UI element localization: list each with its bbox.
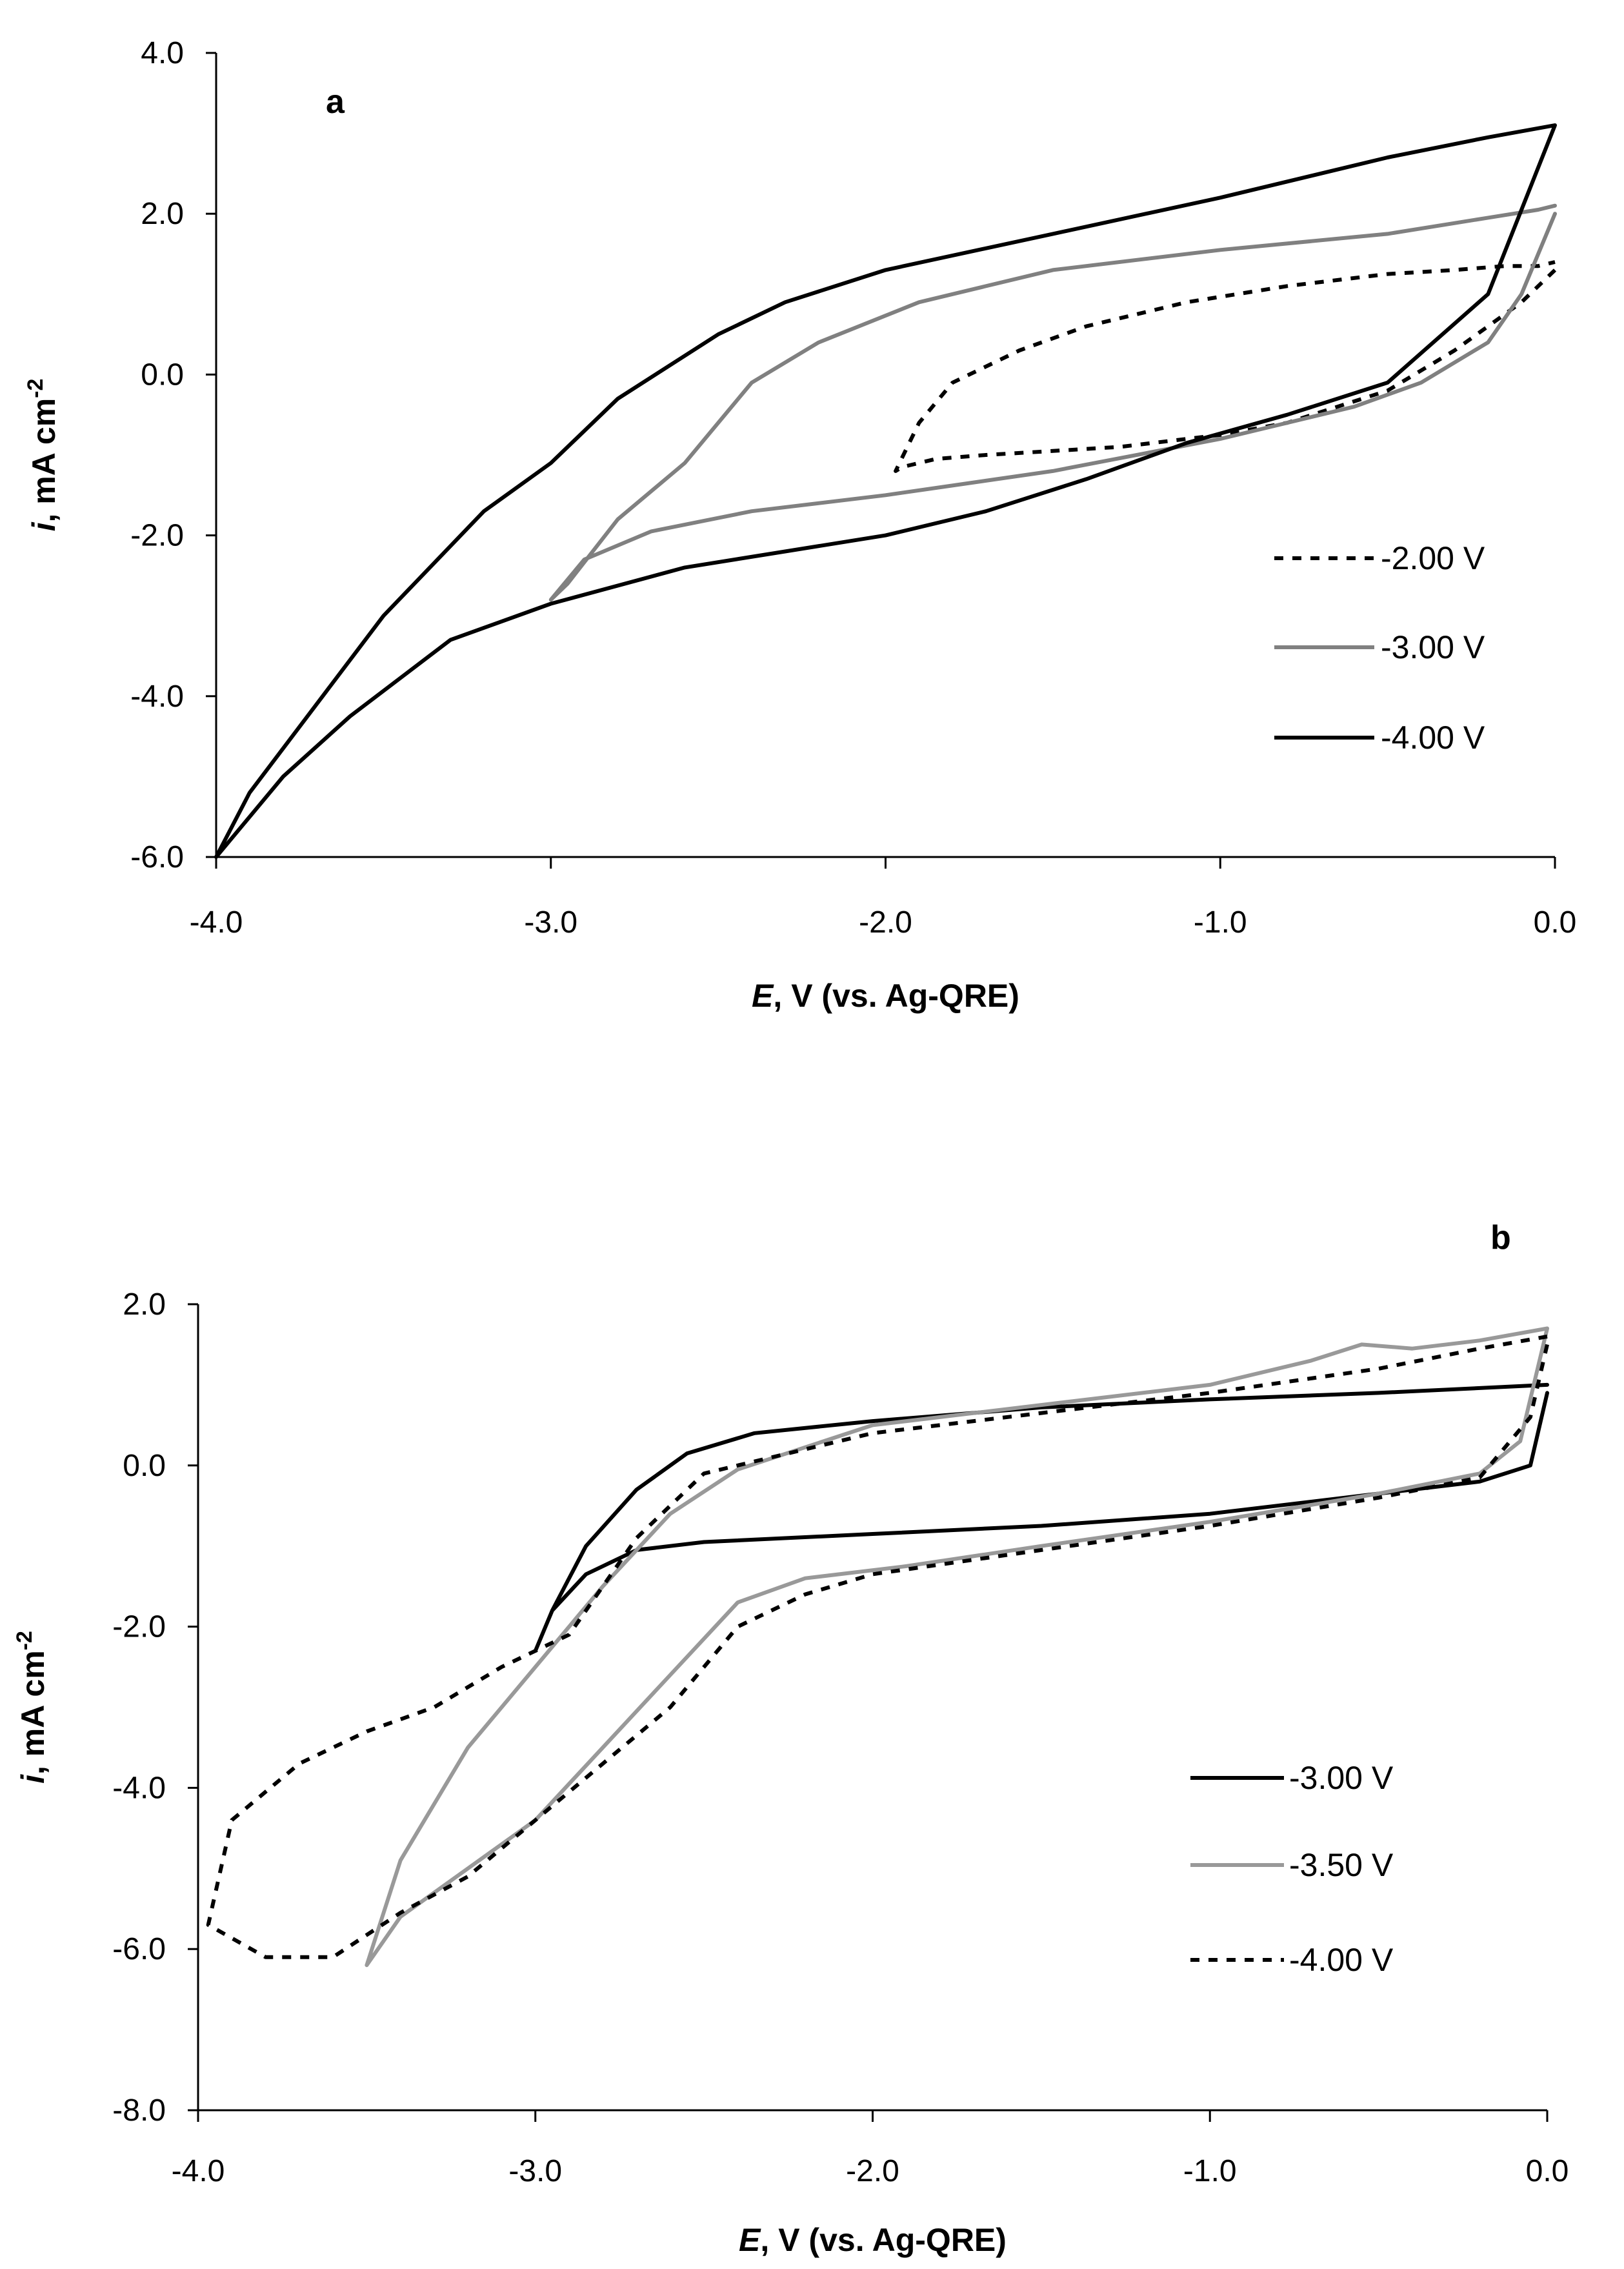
y-tick-label: -6.0 <box>112 1932 166 1966</box>
legend-label: -3.50 V <box>1289 1847 1394 1883</box>
y-tick-label: -8.0 <box>112 2093 166 2128</box>
y-tick-label: 2.0 <box>123 1287 166 1322</box>
x-axis-title: E, V (vs. Ag-QRE) <box>739 2222 1007 2258</box>
y-tick-label: -6.0 <box>130 840 184 874</box>
panel-a: -6.0-4.0-2.00.02.04.0-4.0 -3.0 -2.0 -1.0 0.0… <box>23 36 1576 1014</box>
x-tick-label: 0.0 <box>1534 905 1577 940</box>
series-line-1 <box>548 203 1557 602</box>
panel-b: -8.0 -6.0 -4.0 -2.0 0.0 2.0 -4.0 -3.0 -2.0 -1.0 0.… <box>12 1219 1569 2258</box>
series-line-0 <box>533 1382 1549 1653</box>
legend-label: -3.00 V <box>1381 629 1485 665</box>
x-tick-label: 0.0 <box>1526 2154 1569 2188</box>
x-tick-label: -2.0 <box>846 2154 899 2188</box>
panel-label: b <box>1490 1219 1511 1256</box>
x-tick-label: -3.0 <box>508 2154 562 2188</box>
y-axis-title: i, mA cm-2 <box>23 379 62 532</box>
legend-label: -4.00 V <box>1289 1942 1394 1978</box>
series-line-1 <box>365 1326 1549 1968</box>
panel-label: a <box>326 83 345 121</box>
x-tick-label: -1.0 <box>1183 2154 1237 2188</box>
y-tick-label: -2.0 <box>112 1610 166 1644</box>
legend-label: -4.00 V <box>1381 720 1485 756</box>
series-line-2 <box>214 123 1557 859</box>
x-tick-label: -1.0 <box>1194 905 1247 940</box>
y-tick-label: 4.0 <box>141 36 184 70</box>
x-tick-label: -4.0 <box>190 905 243 940</box>
y-axis-title: i, mA cm-2 <box>12 1631 51 1784</box>
x-tick-label: -4.0 <box>172 2154 225 2188</box>
y-tick-label: 0.0 <box>141 358 184 392</box>
x-axis-title: E, V (vs. Ag-QRE) <box>752 978 1019 1014</box>
x-tick-label: -2.0 <box>859 905 912 940</box>
legend-label: -2.00 V <box>1381 540 1485 576</box>
series-line-2 <box>206 1335 1549 1959</box>
x-tick-label: -3.0 <box>524 905 577 940</box>
y-tick-label: 0.0 <box>123 1449 166 1483</box>
y-tick-label: -4.0 <box>112 1771 166 1805</box>
y-tick-label: 2.0 <box>141 197 184 231</box>
y-tick-label: -4.0 <box>130 680 184 714</box>
legend-label: -3.00 V <box>1289 1760 1394 1796</box>
y-tick-label: -2.0 <box>130 519 184 553</box>
